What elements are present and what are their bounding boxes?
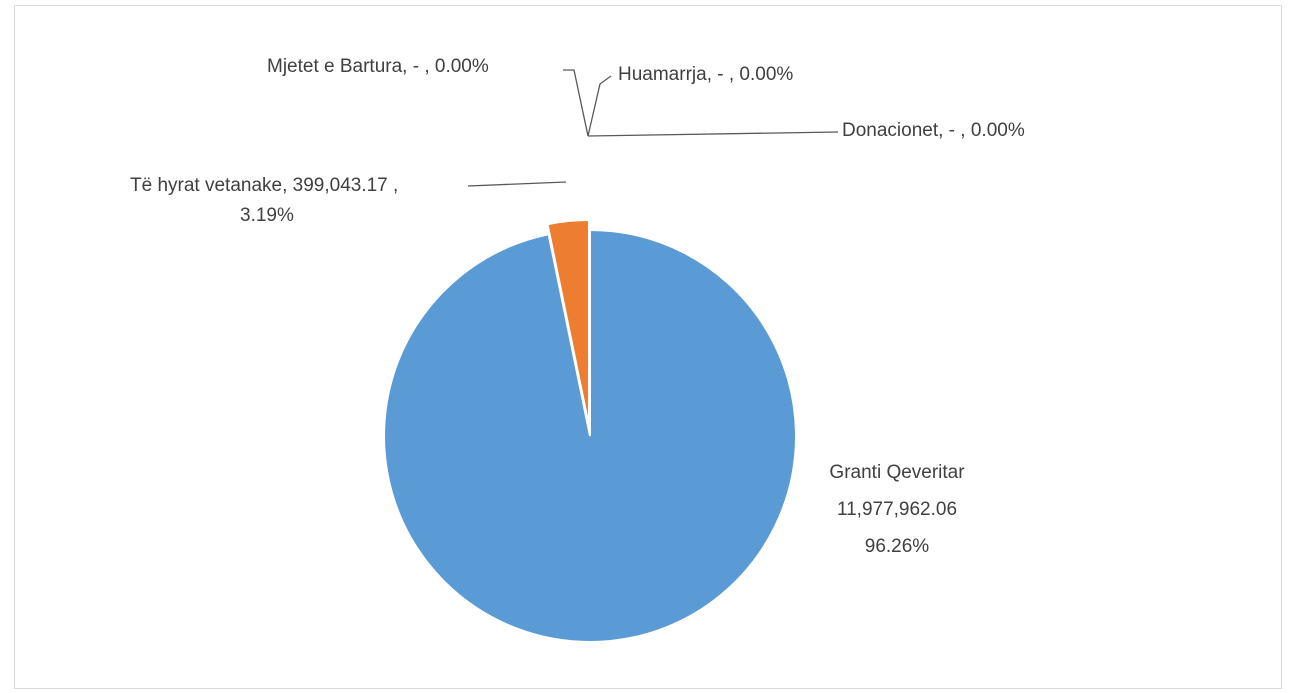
leader-line-donacionet: [587, 131, 839, 137]
leader-lines: [467, 69, 839, 187]
pie-slice-granti-qeveritar: [383, 228, 797, 643]
data-label-te-hyrat-line2: 3.19%: [240, 205, 294, 226]
leader-line-huamarrja: [587, 75, 612, 137]
pie-slices: [383, 219, 797, 643]
data-label-donacionet: Donacionet, - , 0.00%: [842, 120, 1025, 141]
leader-line-te-hyrat: [467, 181, 567, 187]
data-label-mjetet: Mjetet e Bartura, - , 0.00%: [267, 56, 489, 77]
pie-slice-t-hyrat-vetanake: [546, 219, 590, 427]
data-label-granti-line3: 96.26%: [865, 536, 930, 557]
data-label-granti-line2: 11,977,962.06: [837, 499, 957, 520]
leader-line-mjetet: [563, 69, 589, 137]
data-label-huamarrja: Huamarrja, - , 0.00%: [618, 64, 793, 85]
data-label-granti-line1: Granti Qeveritar: [829, 462, 965, 483]
data-label-te-hyrat-line1: Të hyrat vetanake, 399,043.17 ,: [130, 175, 398, 196]
data-labels: Mjetet e Bartura, - , 0.00% Huamarrja, -…: [130, 56, 1025, 557]
